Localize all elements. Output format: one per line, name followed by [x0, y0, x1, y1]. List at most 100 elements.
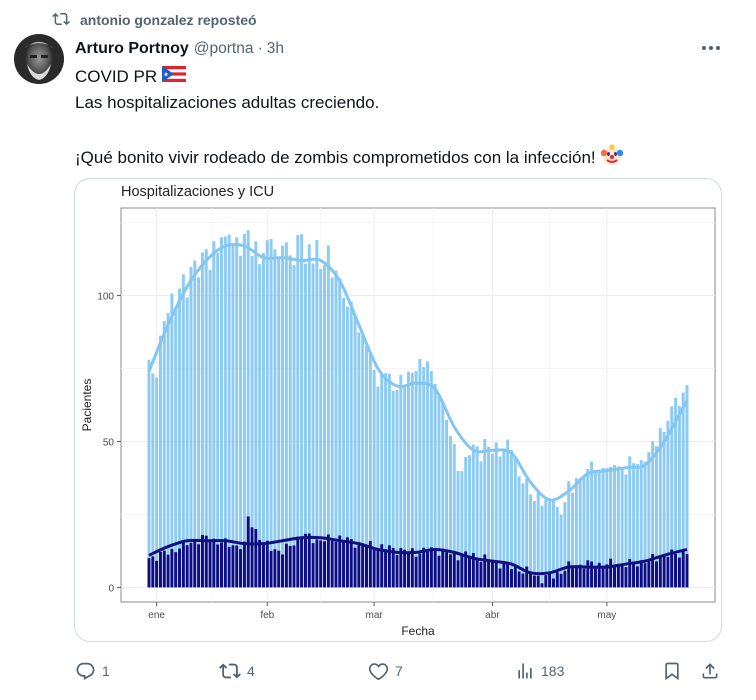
hosp-bar [242, 234, 246, 588]
icu-bar [254, 529, 258, 588]
hosp-bar [613, 465, 616, 588]
icu-bar [490, 561, 494, 588]
hosp-bar [384, 373, 388, 588]
icu-bar [670, 549, 674, 588]
icu-bar [483, 554, 487, 588]
icu-bar [158, 551, 162, 588]
icu-bar [643, 563, 647, 588]
hosp-bar [521, 483, 525, 588]
hosp-bar [334, 270, 338, 588]
hosp-bar [258, 264, 262, 588]
icu-bar [567, 561, 571, 588]
icu-bar [216, 544, 220, 588]
icu-bar [590, 561, 594, 588]
hosp-bar [471, 444, 475, 588]
hosp-bar [193, 260, 197, 588]
icu-bar [273, 549, 277, 588]
hosp-bar [342, 297, 346, 588]
hosp-bar [536, 492, 540, 588]
views-icon [518, 663, 532, 679]
icu-bar [365, 545, 368, 588]
x-tick-label: ene [148, 610, 165, 621]
icu-bar [651, 553, 655, 588]
hosp-bar [582, 475, 586, 588]
hosp-bar [151, 373, 155, 588]
author-avatar[interactable] [14, 34, 64, 84]
icu-bar [239, 549, 243, 588]
hospitalizations-chart: 0 50 100 ene feb mar abr may Fecha Pacientes [80, 207, 716, 638]
repost-action-icon [219, 663, 241, 679]
share-icon [702, 663, 718, 679]
hosp-bar [250, 256, 254, 588]
hosp-bar [654, 446, 658, 588]
reply-button[interactable]: 1 [75, 654, 110, 688]
x-tick-label: feb [260, 610, 274, 621]
hosp-bar [609, 466, 613, 588]
more-icon [702, 46, 720, 50]
icu-bar [475, 558, 479, 588]
hosp-bar [506, 439, 510, 588]
hosp-bar [487, 446, 491, 588]
hosp-bar [319, 268, 323, 588]
icu-bar [437, 555, 441, 588]
hosp-bar [281, 245, 285, 588]
hosp-bar [620, 467, 624, 588]
hosp-bar [162, 321, 166, 588]
hosp-bar [372, 369, 376, 588]
chart-title: Hospitalizaciones y ICU [121, 184, 275, 200]
icu-bar [208, 541, 212, 588]
post-time[interactable]: 3h [266, 40, 285, 57]
icu-bar [281, 554, 285, 588]
icu-bar [460, 555, 464, 588]
hosp-bar [681, 392, 685, 588]
icu-bar [258, 539, 262, 588]
icu-bar [357, 542, 361, 588]
hosp-bar [563, 501, 567, 588]
icu-bar [227, 546, 231, 588]
hosp-bar [239, 255, 243, 588]
icu-bar [235, 545, 239, 588]
views-button[interactable]: 183 [515, 654, 564, 688]
icu-bar [200, 534, 204, 588]
media-card[interactable]: 0 50 100 ene feb mar abr may Fecha Pacientes Hosp… [74, 178, 722, 642]
hosp-bar [349, 301, 353, 588]
icu-bar [212, 538, 216, 588]
author-name[interactable]: Arturo Portnoy [75, 40, 189, 57]
icu-bar [487, 559, 491, 588]
share-button[interactable] [700, 654, 720, 688]
icu-bar [242, 541, 246, 588]
hosp-bar [292, 265, 296, 588]
hosp-bar [403, 384, 407, 588]
more-options-button[interactable] [696, 34, 726, 62]
tweet-line-1: COVID PR [75, 66, 187, 87]
views-count: 183 [541, 663, 565, 679]
bookmark-button[interactable] [662, 654, 682, 688]
hosp-bar [338, 278, 342, 588]
hosp-bar [288, 255, 292, 588]
hosp-bar [265, 240, 269, 588]
icu-bar [559, 573, 563, 588]
icu-bar [372, 549, 376, 588]
tweet-line-2: Las hospitalizaciones adultas creciendo. [75, 93, 380, 112]
hosp-bar [643, 461, 647, 588]
repost-label: antonio gonzalez reposteó [80, 12, 257, 28]
icu-bar [498, 568, 502, 588]
icu-bar [326, 534, 330, 588]
hosp-bar [517, 476, 521, 588]
hosp-bar [639, 460, 643, 588]
hosp-bar [445, 420, 449, 588]
hosp-bar [429, 371, 433, 588]
hosp-bar [166, 313, 170, 588]
icu-bar [624, 567, 628, 588]
hosp-bar [674, 397, 678, 588]
icu-bar [380, 544, 384, 588]
icu-bar [315, 539, 319, 588]
hosp-bar [277, 257, 281, 588]
author-handle[interactable]: @portna [193, 40, 254, 57]
repost-count: 4 [247, 663, 255, 679]
like-button[interactable]: 7 [368, 654, 403, 688]
hosp-bar [635, 464, 639, 588]
icu-bar [185, 545, 189, 588]
repost-button[interactable]: 4 [219, 654, 255, 688]
hosp-bar [448, 435, 452, 588]
